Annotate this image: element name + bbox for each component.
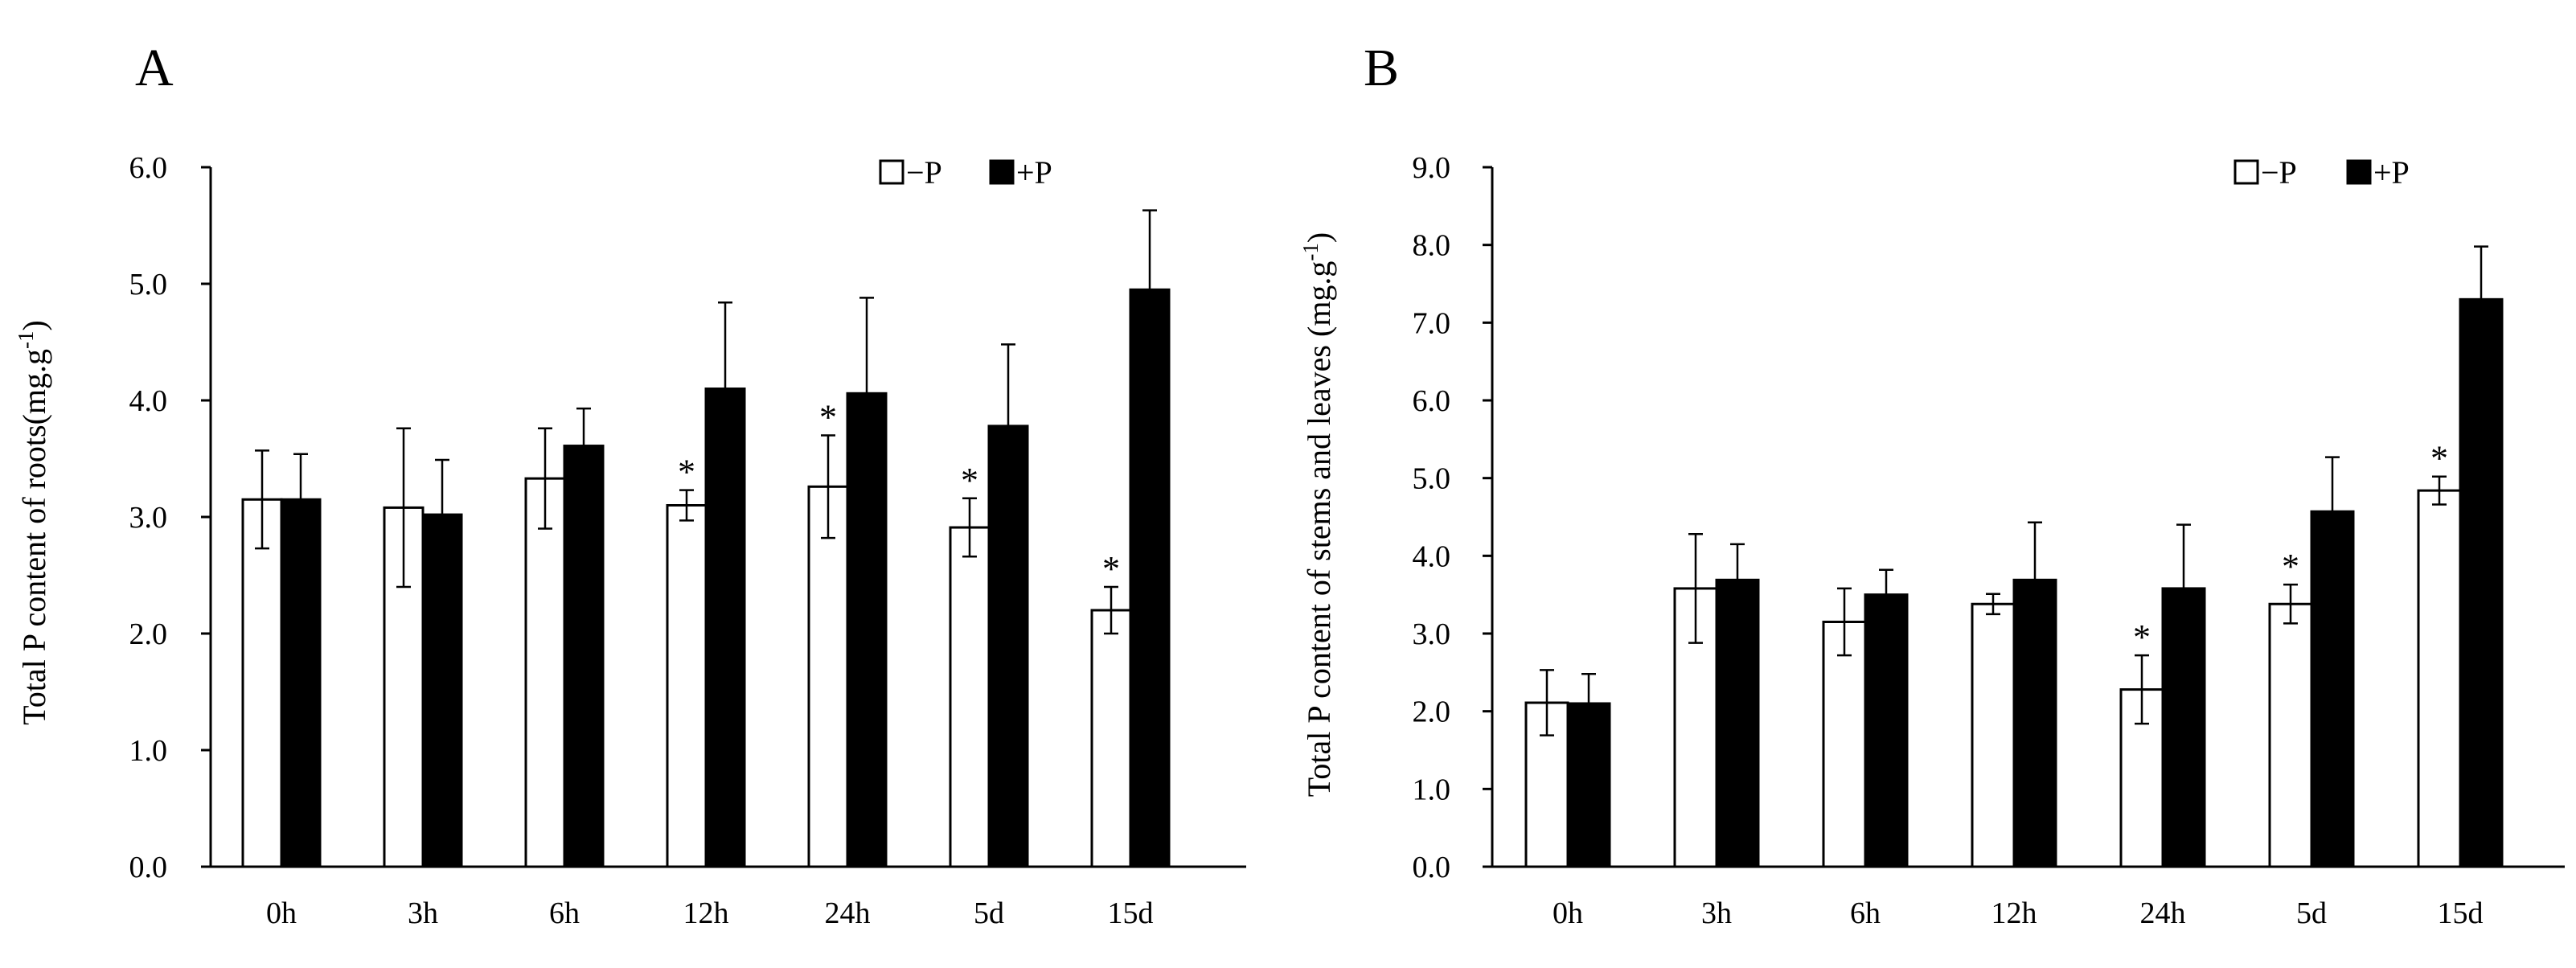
x-tick-label-a: 24h (825, 896, 871, 930)
bar-plus-p-b (2459, 297, 2504, 868)
bar-plus-p-b (1715, 578, 1760, 868)
bar-minus-p-a (949, 526, 991, 868)
y-tick-label-a: 0.0 (129, 851, 168, 884)
y-axis-label-a: Total P content of roots(mg.g-1) (14, 320, 52, 725)
y-tick-label-b: 7.0 (1413, 306, 1451, 340)
significance-star-a: * (678, 453, 695, 492)
significance-star-b: * (2282, 547, 2299, 586)
significance-star-a: * (819, 398, 837, 437)
chart-panel-b: B Total P content of stems and leaves (m… (1298, 39, 2565, 930)
bar-plus-p-a (846, 392, 888, 868)
x-tick-label-a: 3h (408, 896, 438, 930)
bars-a: * * * * (241, 209, 1171, 868)
y-tick-label-a: 2.0 (129, 617, 168, 651)
x-axis-labels-b: 0h 3h 6h 12h 24h 5d 15d (1553, 896, 2484, 930)
x-axis-labels-a: 0h 3h 6h 12h 24h 5d 15d (266, 896, 1154, 930)
bar-plus-p-a (280, 498, 322, 868)
legend-b: −P +P (2233, 154, 2410, 191)
bar-minus-p-a (666, 504, 708, 868)
y-tick-label-b: 0.0 (1413, 851, 1451, 884)
bar-plus-p-b (2161, 587, 2206, 868)
legend-label-minus-p-b: −P (2261, 154, 2297, 191)
bar-minus-p-a (241, 498, 283, 868)
bar-plus-p-a (704, 388, 746, 868)
bar-minus-p-a (524, 477, 566, 868)
significance-star-b: * (2430, 439, 2448, 478)
x-tick-label-b: 15d (2438, 896, 2484, 930)
legend-swatch-minus-p-b (2233, 159, 2259, 185)
y-tick-label-a: 3.0 (129, 501, 168, 535)
y-tick-label-b: 4.0 (1413, 539, 1451, 573)
x-tick-label-a: 12h (683, 896, 729, 930)
chart-panel-a: A Total P content of roots(mg.g-1) 0.0 1.… (14, 39, 1246, 930)
y-axis-ticks-a: 0.0 1.0 2.0 3.0 4.0 5.0 6.0 (129, 151, 211, 884)
y-axis-label-b: Total P content of stems and leaves (mg.… (1298, 232, 1337, 798)
legend-label-plus-p-b: +P (2373, 154, 2410, 191)
bar-minus-p-b (1822, 621, 1867, 868)
x-tick-label-b: 3h (1701, 896, 1732, 930)
y-axis-ticks-b: 0.0 1.0 2.0 3.0 4.0 5.0 6.0 7.0 8.0 9.0 (1413, 151, 1492, 884)
bar-minus-p-a (807, 485, 849, 868)
bar-minus-p-b (2268, 602, 2313, 868)
y-axis-label-b-sup: -1 (1298, 243, 1323, 261)
legend-label-minus-p-a: −P (906, 154, 942, 191)
bar-plus-p-a (563, 445, 605, 868)
x-tick-label-b: 24h (2140, 896, 2186, 930)
panel-label-a: A (135, 39, 174, 97)
x-tick-label-a: 6h (549, 896, 580, 930)
significance-star-a: * (1102, 549, 1120, 589)
x-tick-label-a: 5d (974, 896, 1004, 930)
y-tick-label-a: 4.0 (129, 384, 168, 418)
y-tick-label-b: 1.0 (1413, 773, 1451, 806)
significance-star-a: * (961, 461, 978, 500)
y-tick-label-a: 1.0 (129, 734, 168, 768)
bar-plus-p-b (2012, 578, 2057, 868)
bar-minus-p-a (1090, 609, 1132, 868)
x-tick-label-a: 15d (1108, 896, 1154, 930)
panel-label-b: B (1364, 39, 1399, 97)
x-tick-label-b: 0h (1553, 896, 1583, 930)
y-tick-label-b: 9.0 (1413, 151, 1451, 185)
significance-star-b: * (2133, 617, 2151, 657)
y-tick-label-a: 5.0 (129, 268, 168, 301)
legend-a: −P +P (879, 154, 1052, 191)
y-tick-label-b: 6.0 (1413, 384, 1451, 418)
x-tick-label-b: 6h (1850, 896, 1881, 930)
bar-plus-p-b (1566, 702, 1611, 868)
y-tick-label-b: 2.0 (1413, 695, 1451, 729)
bar-plus-p-a (987, 425, 1029, 868)
x-tick-label-b: 5d (2296, 896, 2327, 930)
y-tick-label-b: 3.0 (1413, 617, 1451, 651)
bar-plus-p-a (1129, 288, 1171, 868)
bar-minus-p-b (2417, 489, 2462, 868)
y-tick-label-b: 5.0 (1413, 462, 1451, 496)
x-tick-label-b: 12h (1991, 896, 2037, 930)
legend-swatch-minus-p-a (879, 159, 904, 185)
legend-swatch-plus-p-a (989, 159, 1015, 185)
bar-plus-p-a (421, 513, 463, 868)
legend-label-plus-p-a: +P (1016, 154, 1052, 191)
bar-plus-p-b (2310, 510, 2355, 868)
x-tick-label-a: 0h (266, 896, 297, 930)
y-tick-label-b: 8.0 (1413, 229, 1451, 263)
bar-minus-p-b (1971, 602, 2016, 868)
legend-swatch-plus-p-b (2346, 159, 2372, 185)
bar-plus-p-b (1864, 593, 1909, 868)
y-tick-label-a: 6.0 (129, 151, 168, 185)
y-axis-label-a-sup: -1 (14, 330, 38, 349)
bars-b: * * * (1524, 245, 2504, 868)
